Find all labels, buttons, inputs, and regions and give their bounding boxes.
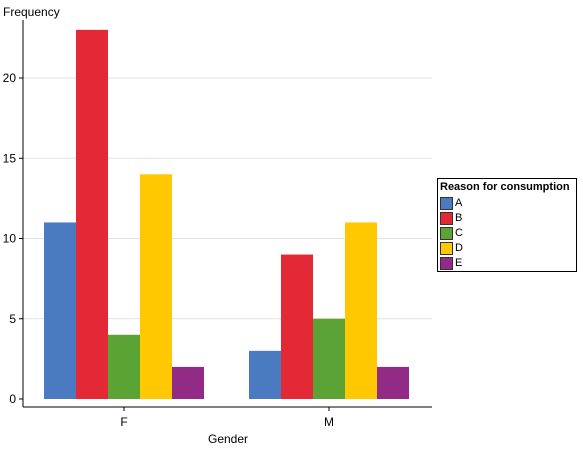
legend-label: C bbox=[455, 227, 463, 239]
legend-title: Reason for consumption bbox=[440, 181, 570, 193]
legend-item-D: D bbox=[440, 241, 463, 255]
legend-label: B bbox=[455, 212, 463, 224]
legend-swatch bbox=[440, 211, 453, 225]
bars bbox=[44, 29, 409, 399]
legend-swatch bbox=[440, 256, 453, 270]
y-axis-title: Frequency bbox=[3, 5, 60, 19]
legend-swatch bbox=[440, 226, 453, 240]
y-tick-label: 0 bbox=[9, 392, 16, 406]
bar-M-A bbox=[249, 350, 281, 399]
bar-F-A bbox=[44, 222, 76, 399]
legend-label: A bbox=[455, 197, 463, 209]
bar-F-C bbox=[108, 334, 140, 399]
bar-F-E bbox=[172, 366, 204, 399]
y-tick-label: 20 bbox=[3, 71, 17, 85]
legend-item-A: A bbox=[440, 196, 462, 210]
bar-M-E bbox=[377, 366, 409, 399]
legend-item-E: E bbox=[440, 256, 462, 270]
bar-M-D bbox=[345, 222, 377, 399]
bar-F-D bbox=[140, 174, 172, 399]
legend-label: E bbox=[455, 257, 463, 269]
legend-label: D bbox=[455, 242, 463, 254]
x-tick-label: F bbox=[120, 415, 127, 429]
y-tick-label: 15 bbox=[3, 151, 17, 165]
bar-M-B bbox=[281, 254, 313, 399]
legend-item-B: B bbox=[440, 211, 462, 225]
x-axis-title: Gender bbox=[208, 432, 248, 446]
y-tick-label: 5 bbox=[9, 312, 16, 326]
legend-swatch bbox=[440, 196, 453, 210]
legend-swatch bbox=[440, 241, 453, 255]
bar-M-C bbox=[313, 318, 345, 399]
y-axis-ticks: 0 5 10 15 20 bbox=[3, 71, 23, 406]
bar-F-B bbox=[76, 29, 108, 399]
y-tick-label: 10 bbox=[3, 232, 17, 246]
x-tick-label: M bbox=[324, 415, 334, 429]
legend-item-C: C bbox=[440, 226, 463, 240]
